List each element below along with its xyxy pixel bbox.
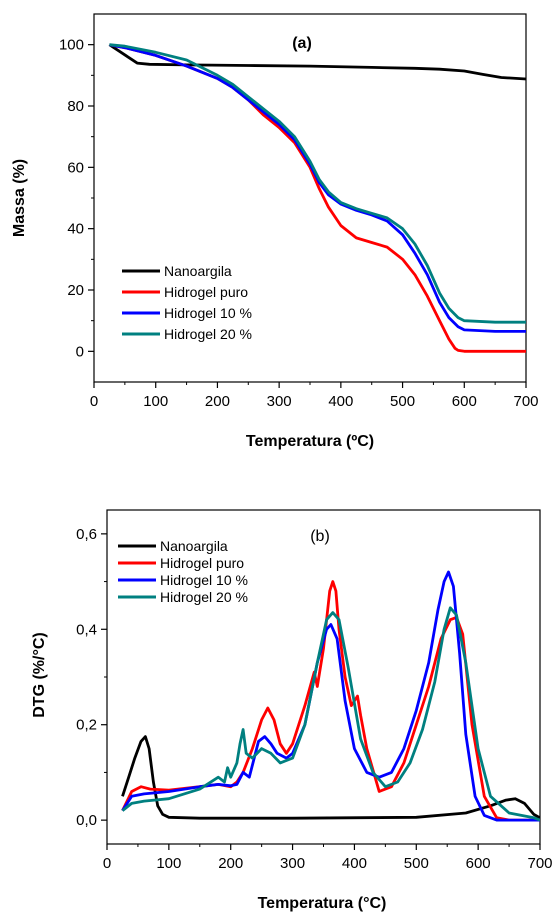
y-axis-label: Massa (%) xyxy=(11,159,28,237)
y-tick-label: 40 xyxy=(67,221,84,238)
y-tick-label: 0 xyxy=(76,343,84,360)
series-line-hidrogel-10- xyxy=(121,570,540,822)
x-tick-label: 100 xyxy=(156,855,181,872)
series-line-nanoargila xyxy=(108,43,526,81)
x-tick-label: 200 xyxy=(205,393,230,410)
x-tick-label: 100 xyxy=(143,393,168,410)
chart-a-marks: 0 100 200 300 400 500 600 700 0 20 40 60 80 100 Nanoar… xyxy=(59,37,539,410)
x-tick-label: 300 xyxy=(267,393,292,410)
y-tick-label: 20 xyxy=(67,282,84,299)
x-tick-label: 0 xyxy=(90,393,98,410)
tga-chart: 0 100 200 300 400 500 600 700 0 20 40 60 80 100 Nanoar… xyxy=(11,13,539,450)
panel-label: (a) xyxy=(292,35,312,52)
x-axis-label: Temperatura (°C) xyxy=(258,895,387,912)
y-tick-label: 100 xyxy=(59,37,84,54)
y-tick-label: 0,2 xyxy=(76,717,97,734)
legend-label: Hidrogel 20 % xyxy=(160,589,248,605)
x-tick-label: 400 xyxy=(342,855,367,872)
x-tick-label: 500 xyxy=(390,393,415,410)
legend-label: Hidrogel 10 % xyxy=(164,305,252,321)
x-tick-label: 700 xyxy=(513,393,538,410)
chart-b-marks: 0 100 200 300 400 500 600 700 0,0 0,2 0,4 0,6 Nanoar… xyxy=(76,526,552,872)
legend-label: Hidrogel puro xyxy=(164,284,248,300)
y-axis-label: DTG (%/°C) xyxy=(31,632,48,718)
y-tick-label: 0,4 xyxy=(76,621,97,638)
legend-label: Hidrogel 20 % xyxy=(164,326,252,342)
dtg-chart: 0 100 200 300 400 500 600 700 0,0 0,2 0,4 0,6 Nanoar… xyxy=(31,509,553,912)
x-tick-label: 600 xyxy=(466,855,491,872)
series-line-hidrogel-puro xyxy=(121,580,540,822)
x-tick-label: 200 xyxy=(218,855,243,872)
x-tick-label: 300 xyxy=(280,855,305,872)
y-tick-label: 80 xyxy=(67,98,84,115)
x-tick-label: 600 xyxy=(452,393,477,410)
x-tick-label: 700 xyxy=(527,855,552,872)
series-line-hidrogel-20- xyxy=(121,606,540,822)
legend-label: Hidrogel 10 % xyxy=(160,572,248,588)
x-tick-label: 400 xyxy=(328,393,353,410)
x-tick-label: 0 xyxy=(103,855,111,872)
legend-label: Nanoargila xyxy=(164,263,232,279)
x-tick-label: 500 xyxy=(404,855,429,872)
series-line-hidrogel-10- xyxy=(109,43,526,333)
panel-label: (b) xyxy=(310,528,330,545)
y-tick-label: 0,0 xyxy=(76,812,97,829)
series-line-hidrogel-20- xyxy=(109,43,526,324)
legend-label: Nanoargila xyxy=(160,538,228,554)
series-line-nanoargila xyxy=(121,735,540,820)
legend-label: Hidrogel puro xyxy=(160,555,244,571)
y-tick-label: 0,6 xyxy=(76,526,97,543)
x-axis-label: Temperatura (ºC) xyxy=(246,433,374,450)
y-tick-label: 60 xyxy=(67,159,84,176)
